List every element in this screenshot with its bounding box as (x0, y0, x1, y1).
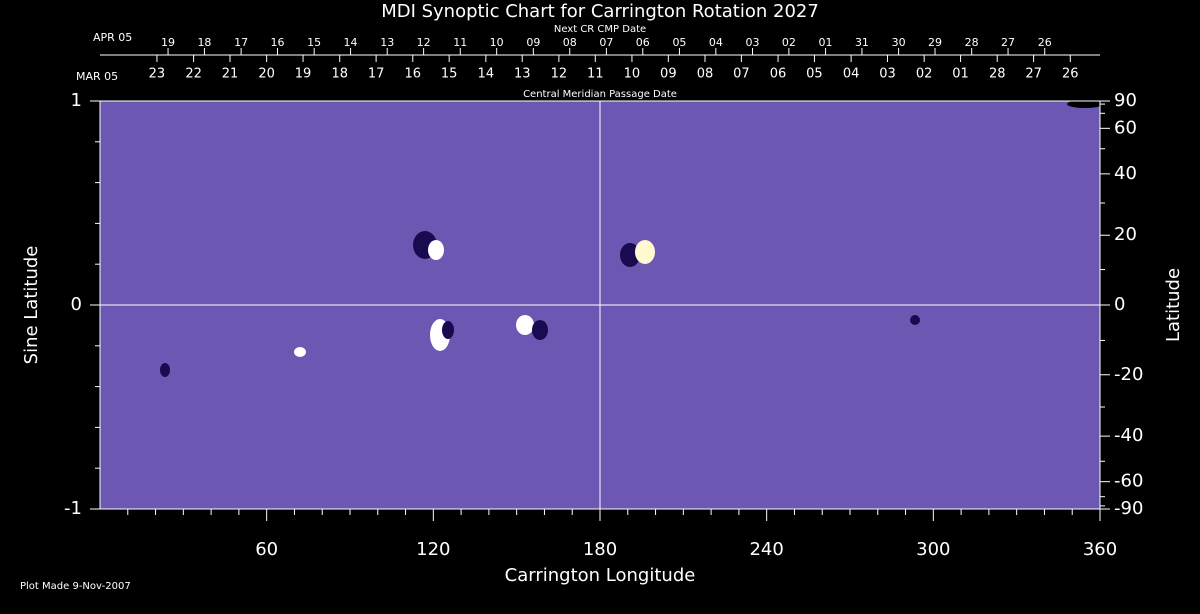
top-axis-label: 05 (672, 36, 686, 49)
top-axis-label: 06 (636, 36, 650, 49)
top-axis-label: 04 (843, 67, 860, 82)
top-axis-label: 15 (307, 36, 321, 49)
y2-tick-label: -20 (1114, 364, 1143, 385)
top-axis-label: 12 (417, 36, 431, 49)
top-axis-label: 19 (161, 36, 175, 49)
chart-title: MDI Synoptic Chart for Carrington Rotati… (381, 1, 819, 22)
top-axis-month: MAR 05 (76, 70, 118, 83)
y-tick-label: 0 (71, 294, 82, 315)
y2-tick-label: 90 (1114, 90, 1137, 111)
top-axis-label: 16 (271, 36, 285, 49)
top-axis-month: APR 05 (93, 31, 132, 44)
top-axis-label: 07 (733, 67, 750, 82)
y-axis-title: Sine Latitude (21, 246, 42, 365)
top-axis-label: 02 (782, 36, 796, 49)
top-axis-title: Central Meridian Passage Date (523, 89, 677, 100)
top-axis-label: 03 (746, 36, 760, 49)
top-axis-label: 01 (819, 36, 833, 49)
top-axis-label: 09 (660, 67, 677, 82)
footer-note: Plot Made 9-Nov-2007 (20, 581, 131, 592)
top-axis-label: 03 (879, 67, 896, 82)
x-tick-label: 120 (416, 539, 450, 560)
top-axis-label: 06 (770, 67, 787, 82)
x-tick-label: 180 (583, 539, 617, 560)
top-axis-label: 09 (526, 36, 540, 49)
top-axis-label: 13 (380, 36, 394, 49)
top-axis-label: 17 (368, 67, 385, 82)
top-axis-label: 11 (453, 36, 467, 49)
top-axis-label: 28 (965, 36, 979, 49)
top-axis-label: 27 (1025, 67, 1042, 82)
y2-tick-label: 0 (1114, 294, 1125, 315)
top-axis-label: 08 (697, 67, 714, 82)
x-tick-label: 300 (916, 539, 950, 560)
top-axis-label: 17 (234, 36, 248, 49)
top-axis-label: 23 (149, 67, 166, 82)
y2-tick-label: 60 (1114, 117, 1137, 138)
top-axis-label: 15 (441, 67, 458, 82)
x-tick-label: 240 (749, 539, 783, 560)
top-axis-label: 30 (892, 36, 906, 49)
top-axis-label: 11 (587, 67, 604, 82)
top-axis-label: 08 (563, 36, 577, 49)
top-axis-label: 22 (185, 67, 202, 82)
top-axis-label: 14 (344, 36, 358, 49)
y2-axis-title: Latitude (1163, 268, 1184, 342)
top-axis-label: 02 (916, 67, 933, 82)
x-tick-label: 360 (1083, 539, 1117, 560)
x-tick-label: 60 (255, 539, 278, 560)
y2-tick-label: -90 (1114, 498, 1143, 519)
x-axis-title: Carrington Longitude (505, 565, 696, 586)
top-axis-label: 14 (478, 67, 495, 82)
y2-tick-label: 40 (1114, 163, 1137, 184)
top-axis-label: 19 (295, 67, 312, 82)
top-axis-label: 16 (405, 67, 422, 82)
top-axis-label: 29 (928, 36, 942, 49)
top-axis-label: 27 (1001, 36, 1015, 49)
top-axis-label: 26 (1038, 36, 1052, 49)
top-axis-label: 12 (551, 67, 568, 82)
top-axis-label: 10 (624, 67, 641, 82)
top-axis-label: 18 (331, 67, 348, 82)
top-axis-label: 05 (806, 67, 823, 82)
y2-tick-label: 20 (1114, 224, 1137, 245)
top-axis-label: 31 (855, 36, 869, 49)
top-axis-label: 26 (1062, 67, 1079, 82)
top-axis-label: 07 (599, 36, 613, 49)
top-axis-label: 13 (514, 67, 531, 82)
top-axis-label: 28 (989, 67, 1006, 82)
top-axis-label: 21 (222, 67, 239, 82)
top-axis-label: 01 (952, 67, 969, 82)
y2-tick-label: -40 (1114, 425, 1143, 446)
top-axis-label: 20 (258, 67, 275, 82)
y-tick-label: 1 (71, 90, 82, 111)
top-axis-label: 04 (709, 36, 723, 49)
y-tick-label: -1 (64, 498, 82, 519)
active-regions (160, 100, 1103, 377)
top-axis-label: 10 (490, 36, 504, 49)
top-axis-label: 18 (197, 36, 211, 49)
y2-tick-label: -60 (1114, 471, 1143, 492)
top-axis-title: Next CR CMP Date (554, 24, 646, 35)
